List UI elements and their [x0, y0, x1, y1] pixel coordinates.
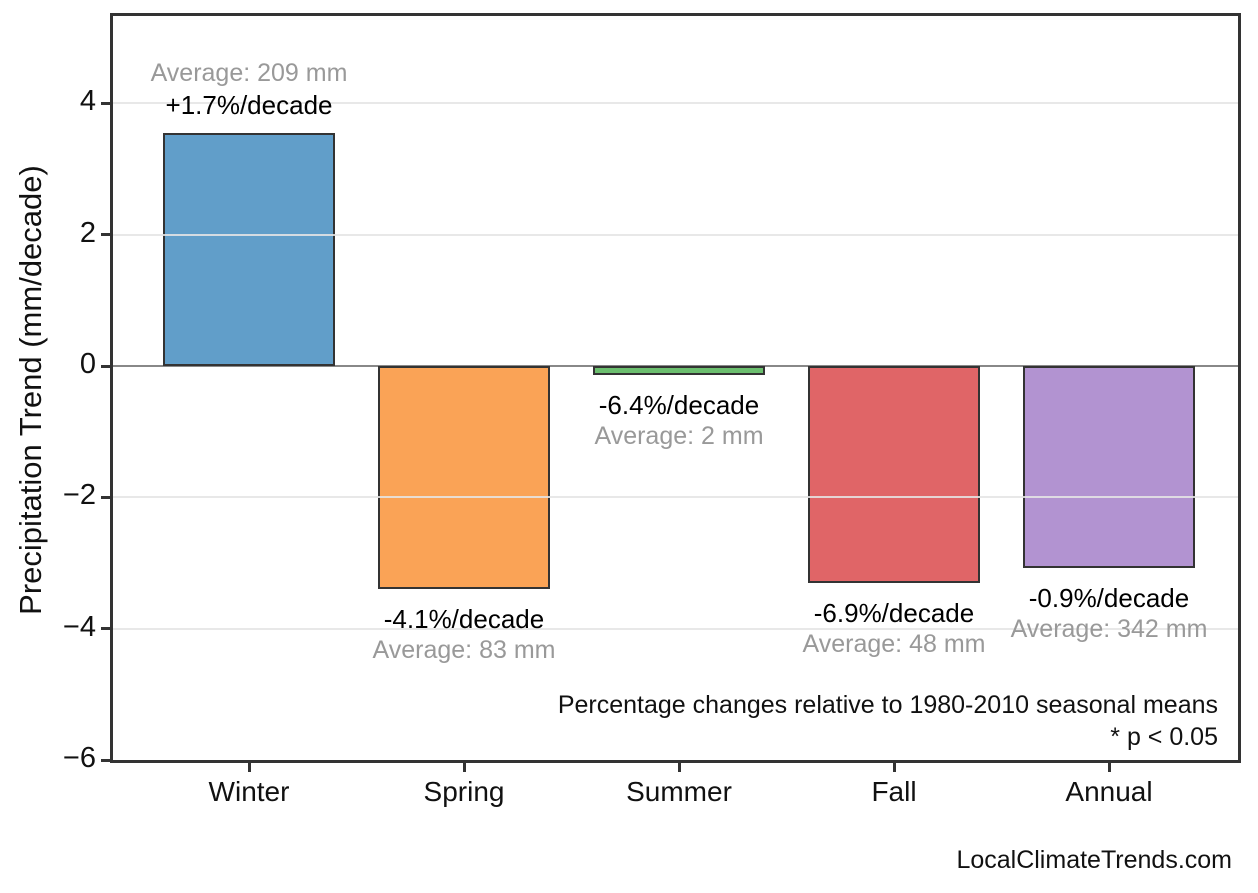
bar-summer	[593, 366, 765, 375]
x-tick-label-winter: Winter	[208, 776, 290, 807]
x-tick	[677, 763, 681, 772]
gridline-y2	[113, 233, 1238, 236]
x-tick	[892, 763, 896, 772]
y-tick	[101, 233, 110, 237]
bar-pct-label: +1.7%/decade	[165, 89, 333, 120]
y-tick-label: 4	[79, 85, 96, 118]
y-tick	[101, 495, 110, 499]
bar-labels-annual: -0.9%/decade Average: 342 mm	[949, 582, 1258, 645]
bar-pct-label: -0.9%/decade	[1028, 583, 1190, 614]
y-tick	[101, 101, 110, 105]
footnote-significance: * p < 0.05	[1110, 723, 1218, 751]
y-tick-label: 0	[79, 348, 96, 381]
x-tick-label-summer: Summer	[626, 776, 732, 807]
watermark: LocalClimateTrends.com	[956, 846, 1232, 874]
y-tick	[101, 627, 110, 631]
gridline-y4	[113, 102, 1238, 105]
x-tick	[247, 763, 251, 772]
gridline-y-2	[113, 496, 1238, 499]
footnote-percentage-basis: Percentage changes relative to 1980-2010…	[557, 691, 1218, 719]
y-tick	[101, 758, 110, 762]
bar-labels-spring: -4.1%/decade Average: 83 mm	[304, 603, 624, 666]
bar-annual	[1023, 366, 1195, 569]
bar-avg-label: Average: 2 mm	[594, 421, 764, 450]
x-tick	[462, 763, 466, 772]
x-tick-label-annual: Annual	[1065, 776, 1153, 807]
plot-area: Average: 209 mm +1.7%/decade -4.1%/decade A…	[110, 13, 1241, 763]
y-tick-label: −2	[62, 479, 96, 512]
bar-avg-label: Average: 342 mm	[1010, 615, 1208, 644]
bar-avg-label: Average: 83 mm	[372, 636, 556, 665]
bar-labels-fall: -6.9%/decade Average: 48 mm	[734, 597, 1054, 660]
y-tick-label: −6	[62, 742, 96, 775]
y-tick-label: −4	[62, 610, 96, 643]
bar-pct-label: -4.1%/decade	[383, 604, 545, 635]
bar-pct-label: -6.4%/decade	[598, 389, 760, 420]
bar-labels-winter: Average: 209 mm +1.7%/decade	[89, 58, 409, 121]
x-tick-label-spring: Spring	[423, 776, 505, 807]
y-tick	[101, 364, 110, 368]
bar-avg-label: Average: 48 mm	[802, 630, 986, 659]
chart-footnotes: Percentage changes relative to 1980-2010…	[558, 689, 1218, 753]
x-tick	[1107, 763, 1111, 772]
y-tick-label: 2	[79, 216, 96, 249]
bar-avg-label: Average: 209 mm	[150, 58, 348, 87]
gridline-y-4	[113, 627, 1238, 630]
bar-winter	[163, 132, 335, 366]
bar-fall	[808, 366, 980, 584]
x-tick-label-fall: Fall	[871, 776, 917, 807]
bar-spring	[378, 366, 550, 590]
bar-labels-summer: -6.4%/decade Average: 2 mm	[519, 389, 839, 452]
bar-pct-label: -6.9%/decade	[813, 598, 975, 629]
